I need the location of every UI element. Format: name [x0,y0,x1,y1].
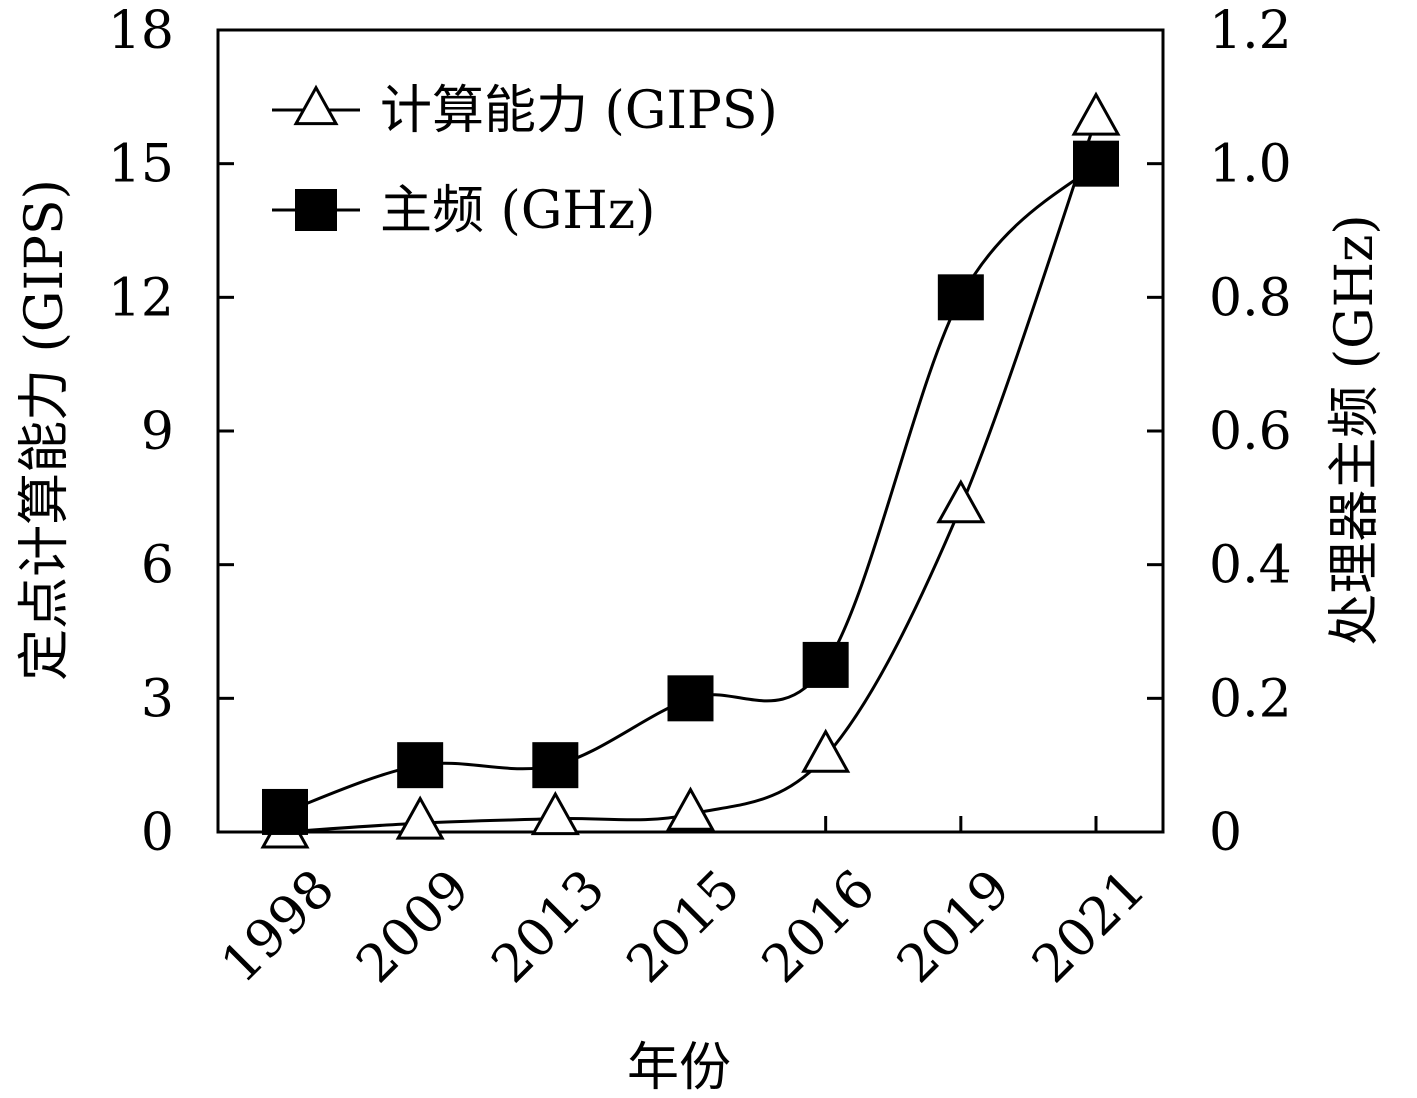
y2-tick-label: 0.6 [1209,402,1292,462]
y-tick-label: 15 [108,135,174,195]
y2-tick-label: 0 [1209,803,1242,863]
legend: 计算能力 (GIPS) 主频 (GHz) [272,81,778,241]
legend-label: 计算能力 (GIPS) [380,81,778,141]
x-tick-label: 1998 [210,859,346,995]
y-tick-label: 18 [108,1,174,61]
legend-marker-triangle [293,84,339,126]
data-point-square [667,675,714,722]
data-point-triangle [936,479,986,524]
x-tick-label: 2019 [886,859,1022,995]
data-point-triangle [395,795,445,840]
data-point-square [937,274,984,321]
y2-axis-title: 处理器主频 (GHz) [1325,214,1385,645]
series-1 [262,140,1119,835]
y2-axis-ticks: 0 0.2 0.4 0.6 0.8 1.0 1.2 [1209,1,1292,863]
y-tick-label: 3 [141,669,174,729]
data-point-square [1073,140,1119,187]
data-point-triangle [801,728,851,773]
data-point-triangle [665,786,716,831]
y-tick-label: 0 [141,803,174,863]
series-layer [260,91,1121,849]
y2-tick-label: 1.0 [1209,135,1292,195]
y2-tick-label: 0.2 [1209,669,1292,729]
data-point-square [397,742,444,789]
series-line [284,118,1098,834]
x-axis-title: 年份 [627,1038,731,1098]
y2-tick-label: 0.4 [1209,536,1292,596]
x-axis-ticks: 1998 2009 2013 2015 2016 2019 2021 [210,816,1157,995]
legend-marker-square [295,189,337,231]
x-tick-label: 2015 [616,859,752,995]
y2-tick-label: 0.8 [1209,268,1292,328]
y-tick-label: 9 [141,402,174,462]
y-tick-label: 6 [141,536,174,596]
data-point-square [262,788,308,835]
y-tick-label: 12 [108,268,174,328]
data-point-square [802,641,849,688]
y-axis-title: 定点计算能力 (GIPS) [15,179,75,681]
legend-label: 主频 (GHz) [380,181,655,241]
x-tick-label: 2013 [481,859,617,995]
data-point-triangle [1071,91,1121,136]
x-tick-label: 2009 [345,859,481,995]
y-axis-ticks: 0 3 6 9 12 15 18 [108,1,1163,863]
y2-tick-label: 1.2 [1209,1,1292,61]
data-point-triangle [530,790,580,836]
data-point-square [532,742,579,789]
x-tick-label: 2016 [751,859,887,995]
x-tick-label: 2021 [1021,859,1157,995]
